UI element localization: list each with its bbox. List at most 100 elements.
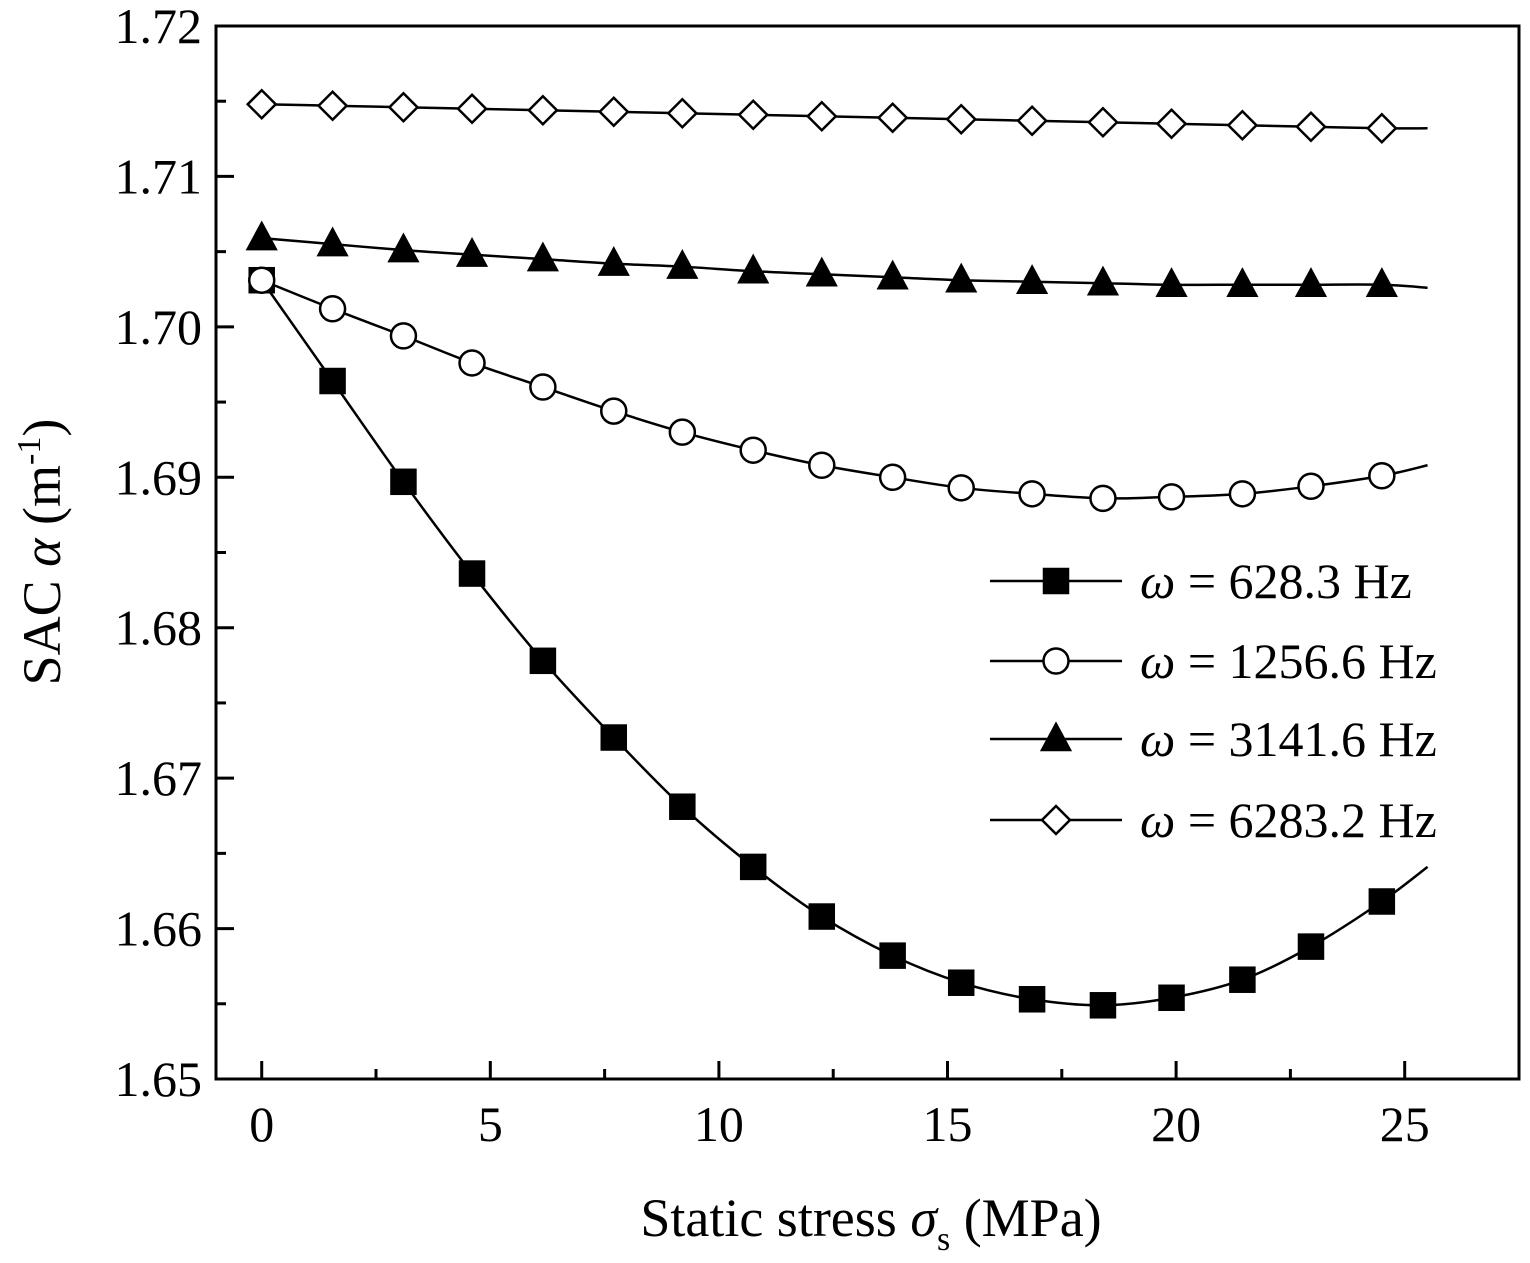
data-point <box>945 262 978 293</box>
data-point <box>387 91 420 123</box>
data-point <box>1015 264 1049 294</box>
data-point <box>600 724 628 751</box>
data-point <box>316 89 349 122</box>
y-axis-title-prefix: SAC <box>12 567 72 686</box>
data-point <box>947 969 975 996</box>
legend-label-text: = 3141.6 Hz <box>1175 711 1437 767</box>
data-point <box>390 468 417 496</box>
legend-label-symbol: ω <box>1140 711 1175 767</box>
y-tick-label: 1.70 <box>115 299 203 355</box>
y-tick-label: 1.69 <box>115 449 203 505</box>
legend-marker <box>1042 647 1070 675</box>
data-point <box>1368 888 1396 915</box>
axis-ticks <box>216 24 1521 1081</box>
data-point <box>739 853 767 881</box>
data-point <box>668 418 697 446</box>
data-point <box>597 95 630 128</box>
data-point <box>1295 111 1327 143</box>
x-axis-title-symbol: σ <box>910 1188 939 1248</box>
data-point <box>947 474 975 502</box>
y-tick-label: 1.72 <box>115 0 203 54</box>
legend-marker <box>1039 721 1073 752</box>
x-tick-label: 25 <box>1380 1096 1430 1152</box>
y-tick-label: 1.71 <box>115 148 203 204</box>
data-point <box>945 103 977 136</box>
legend-item: ω = 1256.6 Hz <box>990 633 1437 689</box>
x-axis-title-suffix: (MPa) <box>950 1188 1101 1248</box>
data-point <box>458 349 486 377</box>
x-tick-label: 10 <box>694 1096 744 1152</box>
data-point <box>808 451 836 480</box>
y-tick-label: 1.66 <box>115 901 203 957</box>
data-point <box>1229 966 1256 993</box>
data-point <box>387 232 420 263</box>
data-point <box>808 903 836 930</box>
y-tick-label: 1.65 <box>115 1051 203 1107</box>
data-point <box>669 793 696 820</box>
legend: ω = 628.3 Hzω = 1256.6 Hzω = 3141.6 Hzω … <box>990 553 1437 848</box>
data-point <box>1155 108 1188 140</box>
x-axis-title: Static stress σs (MPa) <box>640 1188 1101 1258</box>
y-axis-title-symbol: α <box>12 537 72 567</box>
data-point <box>526 241 559 272</box>
legend-label-symbol: ω <box>1140 633 1175 689</box>
legend-item: ω = 628.3 Hz <box>990 553 1412 609</box>
data-point <box>389 322 418 350</box>
data-point <box>737 253 770 284</box>
data-point <box>455 237 489 267</box>
data-point <box>1089 484 1117 513</box>
series-4 <box>245 88 1428 145</box>
data-point <box>600 397 628 425</box>
data-point <box>876 101 909 134</box>
x-tick-label: 15 <box>923 1096 973 1152</box>
data-point <box>529 647 557 675</box>
data-point <box>666 97 699 130</box>
legend-marker <box>1042 567 1070 595</box>
data-point <box>597 246 630 276</box>
data-point <box>316 226 349 257</box>
legend-marker <box>1040 804 1072 836</box>
data-point <box>1294 267 1328 297</box>
legend-label: ω = 628.3 Hz <box>1140 553 1412 609</box>
data-point <box>1226 109 1259 142</box>
data-point <box>1157 483 1186 511</box>
data-point <box>737 98 769 131</box>
data-point <box>1155 267 1188 297</box>
legend-label: ω = 6283.2 Hz <box>1140 792 1437 848</box>
data-point <box>739 436 767 464</box>
x-axis-title-prefix: Static stress <box>640 1188 910 1248</box>
data-point <box>1366 112 1398 145</box>
series-layer <box>245 88 1429 1019</box>
data-point <box>1228 480 1257 508</box>
data-point <box>529 373 557 401</box>
legend-label-symbol: ω <box>1140 553 1175 609</box>
data-point <box>1016 105 1048 137</box>
legend-label-text: = 1256.6 Hz <box>1175 633 1437 689</box>
y-axis-title-unit-exp: -1 <box>11 437 48 465</box>
series-line <box>261 236 1428 289</box>
y-axis-title-unit-close: ) <box>12 419 72 437</box>
y-axis-title: SAC α (m-1) <box>11 419 72 686</box>
legend-label-text: = 6283.2 Hz <box>1175 792 1437 848</box>
data-point <box>245 220 278 251</box>
legend-label: ω = 1256.6 Hz <box>1140 633 1437 689</box>
data-point <box>1297 472 1325 501</box>
data-point <box>1158 984 1185 1012</box>
data-point <box>806 100 838 133</box>
data-point <box>1089 992 1117 1019</box>
axis-tick-labels: 0 5 10 15 20 25 1.65 1.66 1.67 1.68 1.69 1.70 1.71 1.… <box>115 0 1430 1152</box>
data-point <box>458 560 486 587</box>
legend-label: ω = 3141.6 Hz <box>1140 711 1437 767</box>
data-point <box>1018 986 1046 1013</box>
data-point <box>1086 265 1120 296</box>
data-point <box>1018 480 1046 508</box>
y-axis-title-unit-open: (m <box>12 465 72 539</box>
data-point <box>1087 106 1119 139</box>
data-point <box>245 88 278 120</box>
y-tick-label: 1.67 <box>115 750 203 806</box>
data-point <box>878 463 907 492</box>
x-tick-label: 5 <box>478 1096 503 1152</box>
legend-item: ω = 6283.2 Hz <box>990 792 1437 848</box>
data-point <box>1365 267 1398 297</box>
